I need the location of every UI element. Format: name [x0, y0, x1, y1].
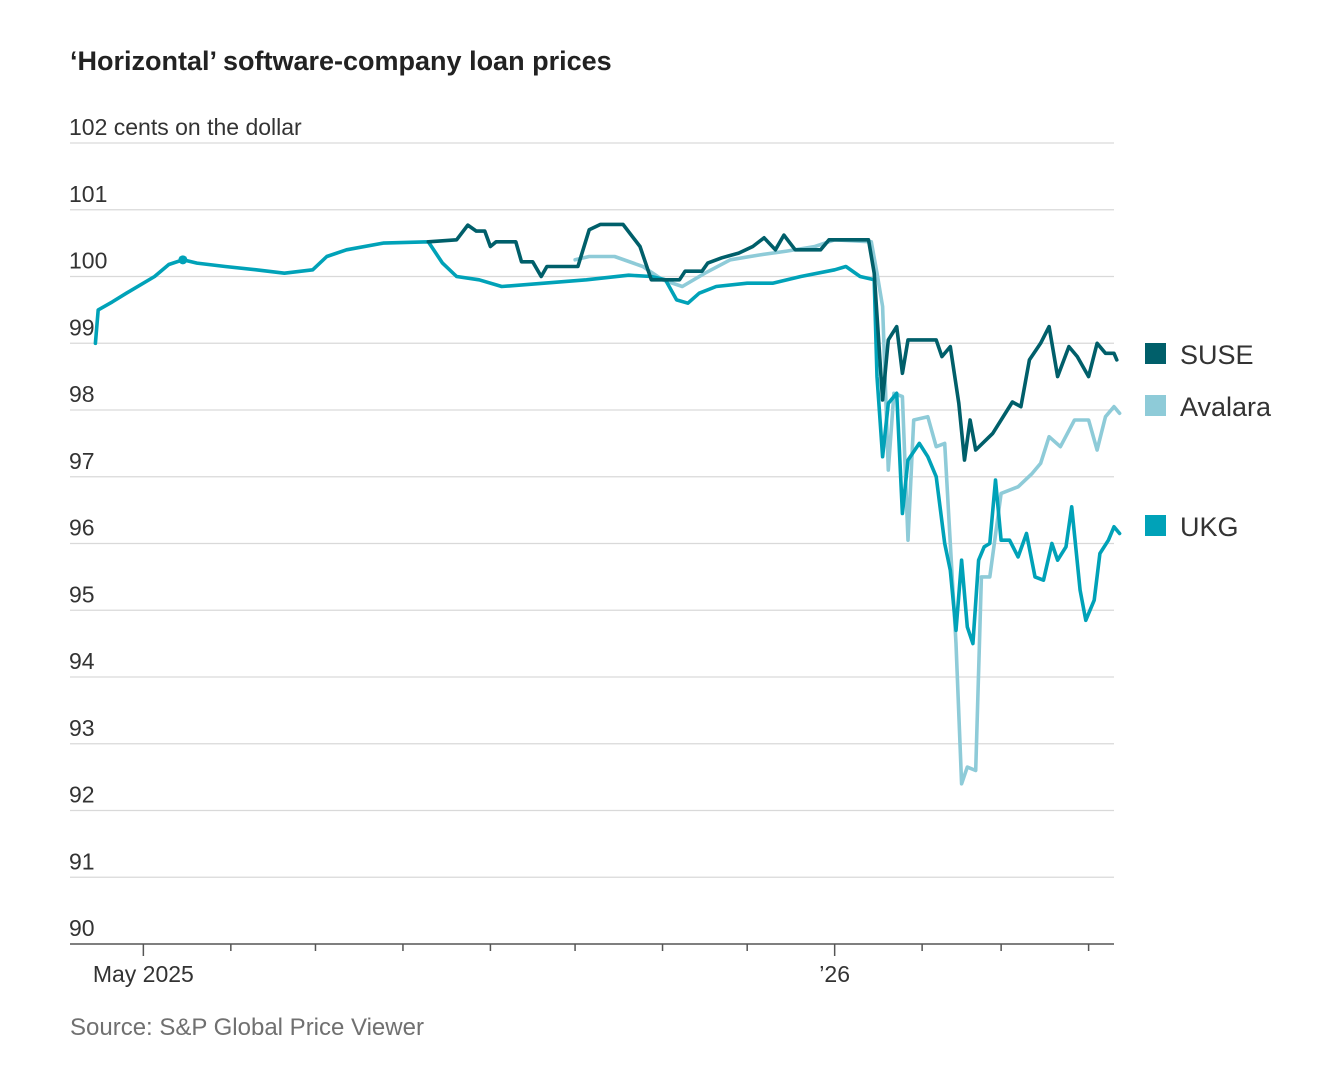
y-tick-label-96: 96 — [69, 515, 95, 541]
series-line-suse — [426, 222, 1119, 462]
legend-swatch-suse — [1145, 343, 1166, 364]
y-tick-label-97: 97 — [69, 448, 95, 474]
y-tick-label-98: 98 — [69, 381, 95, 407]
y-tick-label-94: 94 — [69, 648, 95, 674]
chart-title: ‘Horizontal’ software-company loan price… — [70, 46, 612, 76]
y-axis-tick-labels: 90 91 92 93 94 95 96 97 98 99 100 101 102 cents on t… — [69, 114, 302, 941]
y-tick-label-100: 100 — [69, 248, 107, 274]
series-point-ukg — [178, 255, 188, 265]
x-tick-label: ’26 — [819, 961, 850, 987]
gridlines — [70, 142, 1114, 945]
series-line-ukg — [93, 240, 1122, 646]
x-tick-label: May 2025 — [93, 961, 194, 987]
y-tick-label-102: 102 cents on the dollar — [69, 114, 302, 140]
source-note: Source: S&P Global Price Viewer — [70, 1014, 424, 1041]
legend-swatch-ukg — [1145, 515, 1166, 536]
legend-label-suse: SUSE — [1180, 340, 1254, 370]
y-tick-label-95: 95 — [69, 581, 95, 607]
y-tick-label-91: 91 — [69, 848, 95, 874]
y-tick-label-101: 101 — [69, 181, 107, 207]
legend-swatch-avalara — [1145, 395, 1166, 416]
series-line-avalara — [573, 238, 1122, 786]
x-axis: May 2025 ’26 — [93, 944, 1090, 987]
y-tick-label-90: 90 — [69, 915, 95, 941]
legend-label-ukg: UKG — [1180, 512, 1239, 542]
y-tick-label-93: 93 — [69, 715, 95, 741]
series-lines — [93, 222, 1122, 786]
y-tick-label-99: 99 — [69, 314, 95, 340]
legend-label-avalara: Avalara — [1180, 392, 1272, 422]
y-tick-label-92: 92 — [69, 782, 95, 808]
legend: SUSE Avalara UKG — [1145, 340, 1272, 542]
